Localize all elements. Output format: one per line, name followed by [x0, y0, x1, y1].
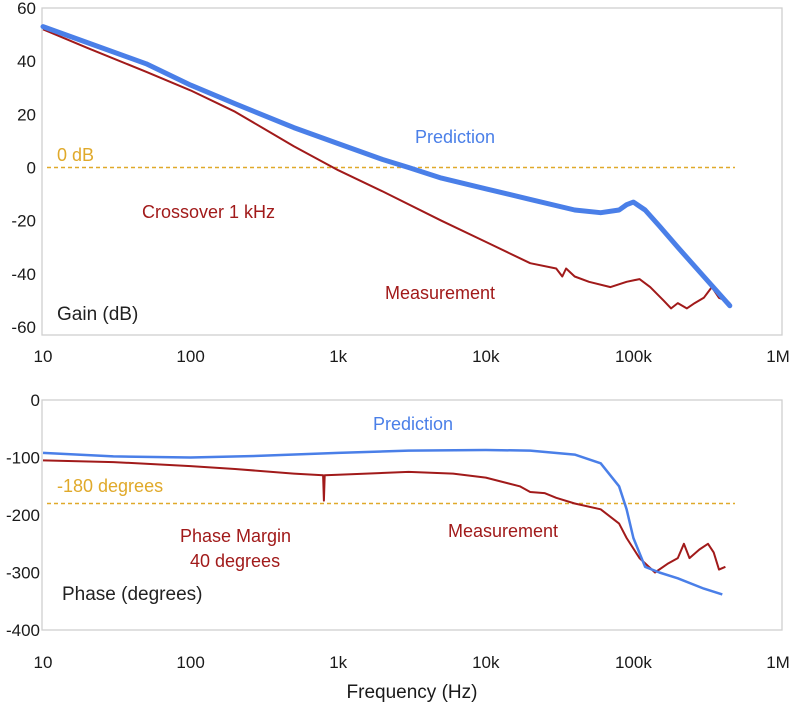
gain-measurement-annotation: Measurement	[385, 283, 495, 303]
phase-x-tick-label: 1M	[766, 653, 790, 672]
phase-y-tick-label: -200	[6, 506, 40, 525]
phase-x-tick-label: 100k	[615, 653, 652, 672]
phase-y-tick-label: -300	[6, 564, 40, 583]
gain-y-tick-label: 40	[17, 52, 36, 71]
phase-prediction-line	[42, 448, 723, 596]
crossover-annotation: Crossover 1 kHz	[142, 202, 275, 222]
gain-y-tick-label: -40	[11, 265, 36, 284]
gain-y-tick-label: -20	[11, 212, 36, 231]
phase-y-axis: 0 -100 -200 -300 -400	[6, 391, 40, 640]
gain-prediction-annotation: Prediction	[415, 127, 495, 147]
phase-panel-label: Phase (degrees)	[62, 584, 202, 605]
phase-measurement-annotation: Measurement	[448, 521, 558, 541]
phase-x-tick-label: 1k	[329, 653, 347, 672]
gain-y-tick-label: -60	[11, 318, 36, 337]
gain-x-tick-label: 1M	[766, 347, 790, 366]
phase-y-tick-label: -100	[6, 449, 40, 468]
gain-measurement-line	[42, 28, 731, 310]
phase-margin-value-annotation: 40 degrees	[190, 551, 280, 571]
phase-x-tick-label: 100	[176, 653, 204, 672]
x-axis-label: Frequency (Hz)	[347, 682, 478, 703]
phase-panel: 0 -100 -200 -300 -400 10 100 1k 10k 100k 1M -180 …	[6, 391, 790, 672]
phase-x-axis: 10 100 1k 10k 100k 1M	[34, 653, 790, 672]
gain-x-tick-label: 100	[176, 347, 204, 366]
minus-180-label: -180 degrees	[57, 476, 163, 496]
phase-y-tick-label: -400	[6, 621, 40, 640]
phase-prediction-annotation: Prediction	[373, 414, 453, 434]
gain-x-tick-label: 100k	[615, 347, 652, 366]
gain-prediction-line	[40, 24, 733, 309]
zero-db-label: 0 dB	[57, 145, 94, 165]
gain-x-tick-label: 1k	[329, 347, 347, 366]
phase-plot-frame	[41, 399, 783, 631]
gain-y-tick-label: 0	[27, 159, 36, 178]
phase-measurement-line	[42, 459, 726, 574]
gain-panel-label: Gain (dB)	[57, 304, 138, 325]
gain-x-axis: 10 100 1k 10k 100k 1M	[34, 347, 790, 366]
gain-y-axis: 60 40 20 0 -20 -40 -60	[11, 0, 36, 337]
gain-y-tick-label: 60	[17, 0, 36, 18]
gain-panel: 60 40 20 0 -20 -40 -60 10 100 1k 10k 100k 1M 0 dB P…	[11, 0, 789, 366]
gain-x-tick-label: 10k	[472, 347, 500, 366]
gain-y-tick-label: 20	[17, 105, 36, 124]
phase-x-tick-label: 10	[34, 653, 53, 672]
phase-margin-annotation: Phase Margin	[180, 526, 291, 546]
phase-x-tick-label: 10k	[472, 653, 500, 672]
gain-x-tick-label: 10	[34, 347, 53, 366]
gain-plot-frame	[41, 7, 783, 336]
phase-y-tick-label: 0	[31, 391, 40, 410]
